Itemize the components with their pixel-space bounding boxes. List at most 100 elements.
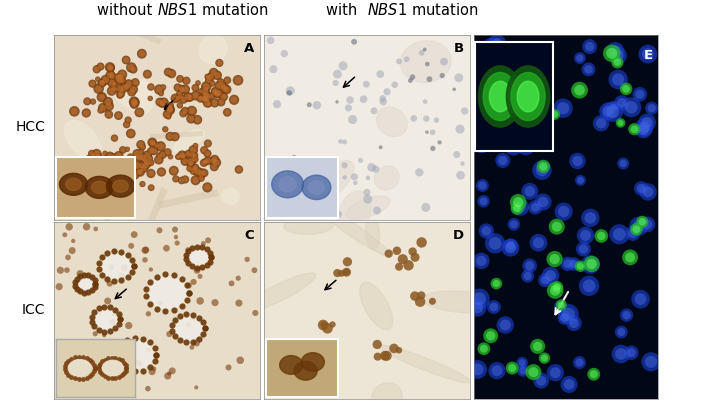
- Point: [568, 320, 580, 326]
- Point: [80, 359, 91, 366]
- Point: [86, 313, 98, 320]
- Point: [515, 204, 526, 210]
- Point: [183, 282, 194, 289]
- Point: [145, 170, 157, 177]
- Point: [170, 234, 181, 240]
- Point: [545, 272, 557, 279]
- Point: [228, 96, 240, 103]
- Point: [154, 99, 166, 105]
- Point: [110, 325, 121, 332]
- Point: [105, 164, 116, 171]
- Point: [201, 96, 213, 103]
- Point: [113, 112, 124, 119]
- Point: [90, 280, 101, 287]
- Point: [90, 226, 101, 232]
- Point: [478, 346, 489, 352]
- Point: [344, 97, 356, 103]
- Point: [516, 359, 528, 366]
- Point: [201, 246, 213, 253]
- Point: [155, 168, 167, 175]
- Point: [221, 109, 233, 116]
- Point: [179, 108, 191, 114]
- Point: [518, 367, 529, 374]
- Point: [192, 168, 203, 175]
- Point: [98, 328, 110, 335]
- Point: [584, 214, 596, 221]
- Point: [197, 319, 209, 326]
- Point: [172, 154, 184, 160]
- Point: [69, 108, 80, 115]
- Point: [414, 298, 426, 305]
- Point: [524, 188, 536, 195]
- Point: [106, 79, 118, 86]
- Point: [506, 365, 518, 371]
- Ellipse shape: [69, 166, 93, 192]
- Point: [102, 99, 114, 105]
- Point: [94, 169, 106, 175]
- Point: [137, 368, 148, 374]
- Point: [422, 61, 433, 67]
- Point: [174, 102, 186, 109]
- Point: [104, 280, 116, 287]
- Point: [142, 71, 153, 77]
- Point: [154, 227, 166, 234]
- Point: [615, 329, 627, 335]
- Point: [114, 316, 126, 322]
- Point: [99, 150, 111, 157]
- Point: [145, 84, 157, 90]
- Point: [636, 219, 648, 225]
- Point: [208, 158, 219, 164]
- Point: [172, 84, 184, 91]
- Point: [510, 88, 522, 94]
- Point: [586, 261, 597, 267]
- Point: [511, 205, 523, 212]
- Point: [549, 287, 561, 294]
- Point: [563, 381, 575, 388]
- Point: [140, 247, 152, 253]
- Point: [178, 110, 189, 116]
- Point: [551, 223, 562, 230]
- Point: [500, 96, 511, 102]
- Point: [145, 95, 156, 102]
- Point: [585, 261, 596, 268]
- Point: [153, 156, 165, 163]
- Point: [209, 89, 221, 95]
- Point: [615, 329, 627, 335]
- Point: [162, 111, 174, 118]
- Ellipse shape: [284, 218, 333, 234]
- Point: [562, 260, 573, 267]
- Point: [87, 98, 99, 105]
- Point: [201, 94, 213, 101]
- Point: [430, 117, 442, 123]
- Point: [114, 85, 126, 92]
- Point: [95, 107, 106, 114]
- Point: [116, 77, 128, 84]
- Point: [362, 189, 373, 195]
- Point: [366, 164, 377, 171]
- Point: [393, 263, 405, 270]
- Point: [176, 276, 188, 282]
- Point: [137, 181, 148, 187]
- Point: [209, 156, 221, 163]
- Point: [174, 313, 186, 319]
- Point: [549, 256, 560, 263]
- Point: [113, 75, 124, 82]
- Point: [199, 96, 210, 103]
- Point: [268, 184, 279, 190]
- Point: [135, 141, 147, 148]
- Point: [485, 333, 497, 339]
- Point: [92, 76, 103, 82]
- Point: [187, 263, 198, 270]
- Point: [213, 60, 225, 66]
- Point: [186, 108, 197, 114]
- Point: [226, 280, 237, 287]
- Point: [474, 295, 485, 302]
- Point: [86, 319, 98, 325]
- Point: [508, 221, 520, 228]
- Point: [451, 151, 463, 158]
- Point: [489, 142, 501, 148]
- Point: [134, 154, 145, 161]
- Point: [232, 275, 244, 281]
- Point: [383, 250, 395, 257]
- Point: [194, 335, 205, 342]
